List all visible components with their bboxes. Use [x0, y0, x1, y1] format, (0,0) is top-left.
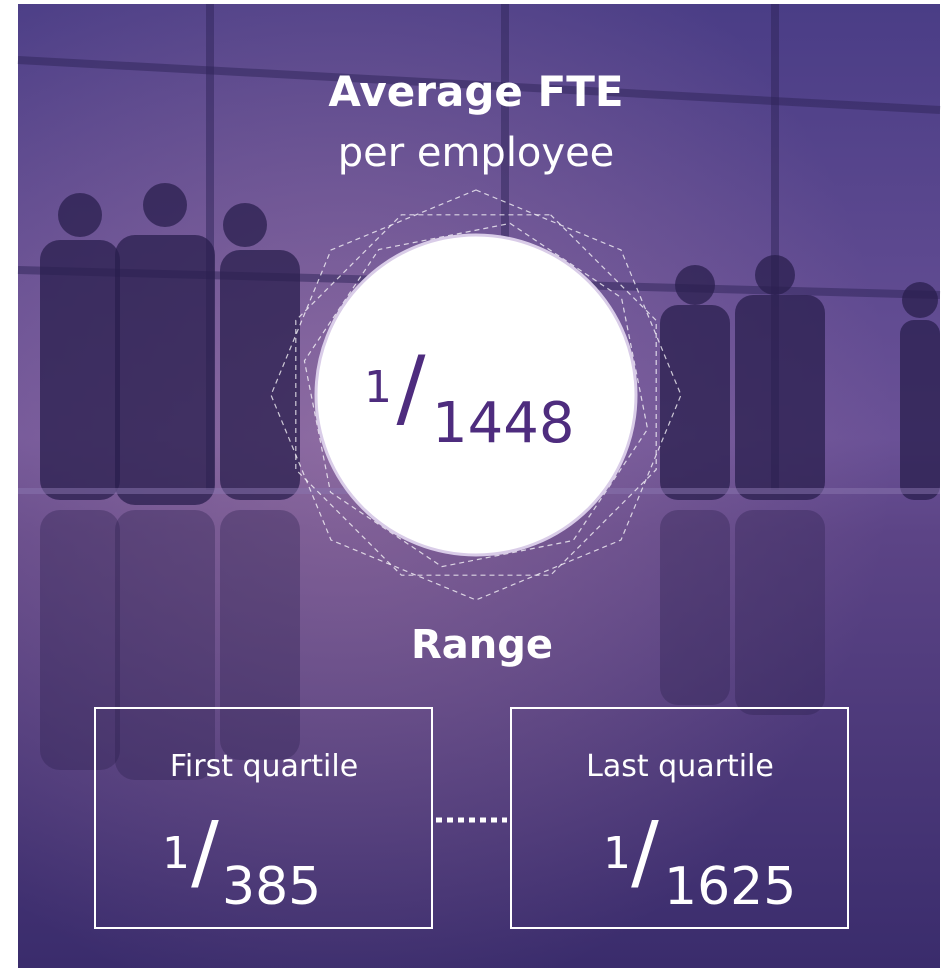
- subtitle: per employee: [338, 130, 615, 176]
- first-quartile-numerator: 1: [162, 828, 190, 879]
- average-numerator: 1: [364, 362, 392, 413]
- last-quartile-denominator: 1625: [664, 857, 796, 917]
- dashed-octagon: [270, 189, 682, 601]
- fraction-slash: /: [191, 805, 219, 900]
- fraction-slash: /: [397, 338, 426, 438]
- range-label: Range: [411, 622, 553, 668]
- average-circle: [314, 233, 638, 557]
- dashed-star-frame: [270, 189, 682, 601]
- first-quartile-denominator: 385: [222, 857, 321, 917]
- title: Average FTE: [328, 67, 623, 116]
- average-denominator: 1448: [432, 391, 575, 456]
- dashed-octagon: [295, 214, 657, 576]
- dashed-octagon: [303, 222, 649, 568]
- fraction-slash: /: [631, 805, 659, 900]
- last-quartile-label: Last quartile: [586, 749, 774, 784]
- last-quartile-numerator: 1: [603, 828, 631, 879]
- last-quartile-box: [510, 707, 849, 929]
- first-quartile-box: [94, 707, 433, 929]
- first-quartile-label: First quartile: [170, 749, 358, 784]
